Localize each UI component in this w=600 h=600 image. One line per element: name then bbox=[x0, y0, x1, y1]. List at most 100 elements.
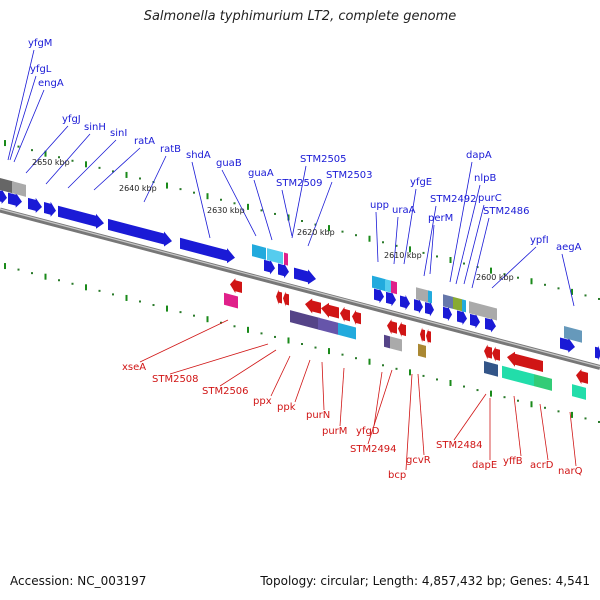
forward-gene-block bbox=[416, 287, 428, 303]
reverse-leader-line bbox=[539, 403, 549, 461]
upper-ruler-tick bbox=[274, 212, 276, 215]
lower-ruler-tick bbox=[166, 305, 168, 312]
forward-gene-arrow bbox=[595, 345, 600, 361]
lower-ruler-tick bbox=[503, 396, 506, 399]
reverse-gene-arrow bbox=[230, 278, 242, 294]
forward-gene-arrow bbox=[400, 294, 410, 310]
forward-gene-label: yfgJ bbox=[62, 114, 81, 125]
topology-summary: Topology: circular; Length: 4,857,432 bp… bbox=[260, 574, 590, 588]
upper-ruler-tick bbox=[85, 161, 87, 168]
forward-leader-line bbox=[375, 211, 379, 263]
forward-gene-arrow bbox=[414, 298, 423, 314]
forward-gene-arrow bbox=[374, 288, 384, 304]
upper-ruler-tick bbox=[517, 276, 519, 279]
forward-leader-line bbox=[463, 204, 485, 285]
forward-gene-arrow bbox=[8, 192, 22, 208]
reverse-gene-arrow bbox=[484, 344, 492, 360]
lower-ruler-tick bbox=[544, 406, 546, 409]
upper-ruler-tick bbox=[368, 235, 371, 242]
forward-gene-label: guaB bbox=[216, 158, 242, 169]
forward-gene-label: guaA bbox=[248, 168, 274, 179]
lower-ruler-tick bbox=[206, 316, 209, 323]
reverse-gene-block bbox=[318, 317, 338, 335]
lower-ruler-tick bbox=[449, 379, 452, 386]
accession-text: Accession: NC_003197 bbox=[10, 574, 147, 588]
reverse-gene-arrow bbox=[426, 328, 431, 344]
reverse-gene-label: xseA bbox=[122, 362, 146, 373]
genome-backbone bbox=[0, 207, 600, 370]
upper-ruler-tick bbox=[31, 149, 33, 152]
forward-gene-label: dapA bbox=[466, 150, 492, 161]
forward-leader-line bbox=[403, 188, 417, 265]
upper-ruler-tick bbox=[112, 170, 114, 173]
forward-gene-arrow bbox=[294, 267, 316, 285]
forward-gene-arrow bbox=[425, 301, 434, 317]
forward-gene-label: STM2503 bbox=[326, 170, 373, 181]
reverse-gene-label: purM bbox=[322, 426, 347, 437]
forward-gene-arrow bbox=[485, 317, 496, 333]
forward-gene-arrow bbox=[180, 237, 235, 264]
forward-gene-label: yfgE bbox=[410, 177, 432, 188]
forward-gene-label: STM2486 bbox=[483, 206, 530, 217]
forward-leader-line bbox=[93, 147, 141, 191]
forward-gene-block bbox=[267, 248, 283, 265]
forward-gene-arrow bbox=[386, 291, 396, 307]
reverse-gene-arrow bbox=[507, 351, 543, 373]
upper-ruler-tick bbox=[193, 191, 195, 194]
bp-tick-label: 2650 kbp bbox=[32, 158, 70, 167]
upper-ruler-tick bbox=[206, 193, 209, 200]
reverse-leader-line bbox=[453, 393, 487, 441]
forward-gene-label: sinH bbox=[84, 122, 106, 133]
reverse-gene-arrow bbox=[352, 309, 361, 325]
lower-ruler-tick bbox=[382, 364, 384, 367]
reverse-gene-label: ppk bbox=[277, 402, 296, 413]
lower-ruler-tick bbox=[598, 420, 600, 423]
forward-gene-label: upp bbox=[370, 200, 389, 211]
reverse-gene-block bbox=[290, 310, 320, 330]
forward-leader-line bbox=[67, 139, 117, 189]
reverse-leader-line bbox=[405, 373, 413, 471]
upper-ruler-tick bbox=[71, 159, 74, 162]
lower-ruler-tick bbox=[328, 348, 330, 355]
reverse-gene-block bbox=[572, 384, 586, 400]
lower-ruler-tick bbox=[85, 284, 87, 291]
reverse-gene-label: ppx bbox=[253, 396, 272, 407]
forward-gene-block bbox=[0, 178, 14, 194]
upper-ruler-tick bbox=[571, 288, 573, 295]
reverse-leader-line bbox=[270, 355, 291, 397]
upper-ruler-tick bbox=[166, 182, 168, 189]
reverse-leader-line bbox=[569, 411, 577, 467]
lower-ruler-tick bbox=[4, 263, 6, 270]
lower-ruler-tick bbox=[436, 378, 438, 381]
forward-gene-label: nlpB bbox=[474, 173, 496, 184]
reverse-gene-arrow bbox=[340, 306, 350, 322]
reverse-leader-line bbox=[139, 319, 229, 363]
upper-ruler-tick bbox=[422, 251, 425, 254]
reverse-leader-line bbox=[321, 361, 325, 411]
forward-leader-line bbox=[45, 133, 91, 185]
reverse-leader-line bbox=[417, 373, 425, 456]
forward-gene-block bbox=[564, 326, 582, 343]
bp-tick-label: 2610 kbp bbox=[384, 251, 422, 260]
forward-gene-label: yfgM bbox=[28, 38, 52, 49]
upper-ruler-tick bbox=[139, 177, 141, 180]
forward-leader-line bbox=[13, 89, 45, 163]
lower-ruler-tick bbox=[530, 401, 533, 408]
forward-gene-block bbox=[284, 252, 288, 266]
lower-ruler-tick bbox=[368, 358, 371, 365]
reverse-gene-arrow bbox=[387, 319, 397, 335]
forward-gene-block bbox=[443, 294, 453, 309]
upper-ruler-tick bbox=[476, 266, 479, 269]
upper-ruler-tick bbox=[530, 278, 533, 285]
upper-ruler-tick bbox=[449, 256, 452, 263]
forward-leader-line bbox=[143, 155, 167, 203]
lower-ruler-tick bbox=[395, 367, 398, 370]
reverse-gene-label: yffB bbox=[503, 456, 523, 467]
forward-gene-label: ratB bbox=[160, 144, 181, 155]
reverse-gene-block bbox=[338, 322, 356, 340]
forward-leader-line bbox=[191, 161, 211, 239]
forward-gene-arrow bbox=[443, 306, 452, 322]
forward-gene-label: perM bbox=[428, 213, 453, 224]
forward-leader-line bbox=[221, 169, 257, 237]
